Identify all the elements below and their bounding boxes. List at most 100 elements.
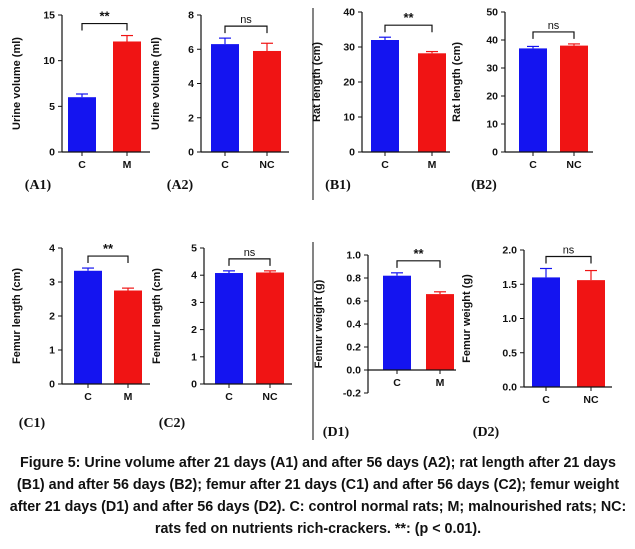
y-tick-label: 2 [49,311,55,323]
y-tick-label: 20 [486,91,498,103]
y-tick-label: 40 [343,7,355,19]
y-tick-label: 40 [486,35,498,47]
y-tick-label: 3 [49,277,55,289]
y-tick-label: 10 [343,112,355,124]
significance-label: ** [103,241,114,256]
y-axis-title: Femur weight (g) [461,274,473,363]
panel-label: (B2) [471,178,497,193]
y-tick-label: 20 [343,77,355,89]
significance-bracket [545,255,592,264]
y-tick-label: 6 [188,44,194,56]
bar-c [68,97,96,152]
x-tick-label: NC [566,159,582,171]
x-tick-label: NC [262,391,278,403]
y-tick-label: 0 [492,147,498,159]
panel-label: (C1) [19,416,46,431]
panel-label: (A2) [167,178,194,193]
y-axis-title: Femur weight (g) [313,279,325,368]
panel-a2: 0 2 4 6 8 C NC Urine volume (ml) ns (A2) [150,10,289,193]
y-tick-label: 1.0 [502,313,517,325]
panel-c2: 0 1 2 3 4 5 C NC Femur length (cm) ns (C2) [151,243,292,431]
x-tick-label: C [393,377,401,389]
bar-c [532,277,560,387]
significance-bracket [81,22,128,31]
panel-b2: 0 10 20 30 40 50 C NC Rat length (cm) ns (B2) [451,7,593,193]
bar-c [371,40,399,152]
panel-d1: -0.2 0.0 0.2 0.4 0.6 0.8 1.0 C M Femur weight (g)… [313,246,456,440]
panel-label: (D2) [473,425,500,440]
y-axis-title: Rat length (cm) [311,42,323,122]
significance-label: ns [548,20,560,32]
significance-bracket [228,258,271,266]
panel-c1: 0 1 2 3 4 C M Femur length (cm) ** (C1) [11,241,150,431]
significance-label: ** [99,9,110,24]
x-tick-label: C [542,394,550,406]
panel-b1: 0 10 20 30 40 C M Rat length (cm) ** (B1) [311,7,450,193]
x-tick-label: C [84,391,92,403]
significance-label: ** [403,10,414,25]
significance-bracket [532,31,575,39]
y-tick-label: 0 [49,147,55,159]
y-tick-label: 0 [188,147,194,159]
y-tick-label: 5 [49,101,55,113]
bar-c [519,48,547,152]
y-tick-label: 4 [191,270,197,282]
significance-label: ** [413,246,424,261]
x-tick-label: NC [583,394,599,406]
y-tick-label: 0.2 [346,342,361,354]
significance-label: ns [563,244,575,256]
y-tick-label: 1 [49,345,55,357]
x-tick-label: M [436,377,445,389]
panel-label: (D1) [323,425,350,440]
y-tick-label: 0.5 [502,347,517,359]
y-tick-label: 15 [43,10,55,22]
y-tick-label: 30 [486,63,498,75]
x-tick-label: M [428,159,437,171]
bar-c [215,273,243,384]
x-tick-label: C [381,159,389,171]
bar-m [114,290,142,384]
significance-label: ns [240,14,252,26]
significance-bracket [384,24,433,33]
x-tick-label: M [124,391,133,403]
panel-d2: 0.0 0.5 1.0 1.5 2.0 C NC Femur weight (g) ns (D2) [461,244,612,440]
y-tick-label: -0.2 [343,388,361,400]
x-tick-label: NC [259,159,275,171]
y-tick-label: 0 [49,379,55,391]
y-tick-label: 10 [486,119,498,131]
y-tick-label: 2 [188,112,194,124]
panel-label: (B1) [325,178,351,193]
y-tick-label: 4 [49,243,55,255]
y-tick-label: 0.0 [502,382,517,394]
y-tick-label: 2 [191,324,197,336]
y-tick-label: 0.4 [346,319,361,331]
x-tick-label: C [221,159,229,171]
bar-nc [577,280,605,387]
y-axis-title: Rat length (cm) [451,42,463,122]
panel-label: (A1) [25,178,52,193]
bar-nc [560,45,588,152]
significance-bracket [396,260,441,268]
x-tick-label: C [529,159,537,171]
y-tick-label: 0.6 [346,296,361,308]
y-tick-label: 0.0 [346,365,361,377]
significance-bracket [87,255,129,264]
bar-c [383,275,411,370]
x-tick-label: M [123,159,132,171]
bar-nc [256,272,284,384]
y-tick-label: 0 [191,379,197,391]
bar-c [74,270,102,384]
significance-label: ns [244,247,256,259]
y-tick-label: 0 [349,147,355,159]
x-tick-label: C [78,159,86,171]
y-axis-title: Urine volume (ml) [11,37,23,130]
y-axis-title: Femur length (cm) [11,268,23,364]
bar-m [113,41,141,153]
y-tick-label: 4 [188,78,194,90]
x-tick-label: C [225,391,233,403]
y-axis-title: Femur length (cm) [151,268,163,364]
y-tick-label: 5 [191,243,197,255]
panel-label: (C2) [159,416,186,431]
bar-nc [253,50,281,152]
bar-m [426,294,454,370]
